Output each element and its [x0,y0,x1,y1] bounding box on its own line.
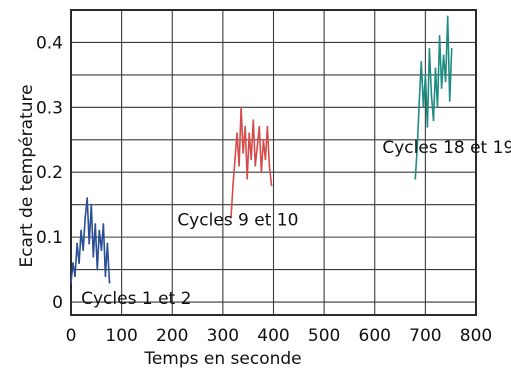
annotation-label: Cycles 9 et 10 [177,210,298,230]
data-point [246,177,249,180]
data-point [108,281,111,284]
x-tick-label: 300 [207,326,239,346]
data-point [74,275,76,277]
data-point [434,67,437,70]
series-line-1 [70,197,111,283]
y-axis-title: Ecart de température [17,84,37,267]
y-tick-label: 0.3 [36,98,63,118]
data-point [436,106,439,109]
data-point [78,262,80,264]
data-point [442,54,445,57]
data-point [424,74,427,76]
data-point [256,145,259,148]
plot-frame [70,9,477,316]
data-point [250,158,253,161]
y-tick-label: 0.4 [36,33,63,53]
data-point [428,48,431,50]
data-point [102,223,105,226]
data-point [268,164,271,167]
x-tick-label: 100 [105,326,137,346]
data-point [416,145,419,148]
data-point [104,275,107,277]
data-point [430,93,433,96]
data-point [266,125,269,128]
data-point [234,158,236,161]
data-series [70,15,453,284]
x-tick-label: 700 [409,326,441,346]
x-axis-title: Temps en seconde [143,349,301,369]
y-tick-label: 0.1 [36,228,63,248]
data-point [236,132,238,135]
data-point [88,242,91,245]
y-tick-labels: 0 0.1 0.2 0.3 0.4 [36,33,63,313]
data-point [96,268,99,271]
data-point [418,100,421,102]
data-point [90,203,93,206]
data-point [426,125,429,128]
data-point [76,242,78,245]
annotation-label: Cycles 18 et 19 [382,138,511,158]
data-point [232,184,234,187]
data-point [264,158,267,161]
data-point [248,132,251,135]
data-point [80,229,82,232]
data-point [238,164,241,167]
x-tick-labels: 0 100 200 300 400 500 600 700 800 [66,326,493,346]
x-tick-label: 200 [156,326,188,346]
data-point [420,61,423,63]
data-point [432,119,435,122]
data-point [258,125,261,128]
data-point [450,48,453,50]
data-point [240,106,243,109]
data-point [244,125,247,128]
data-point [84,216,87,219]
data-point [92,255,95,258]
data-point [242,151,245,154]
data-point [254,164,257,167]
grid-lines [70,9,477,315]
data-point [438,35,441,37]
data-point [252,119,255,122]
annotations: Cycles 1 et 2 Cycles 9 et 10 Cycles 18 et … [81,138,511,309]
data-point [270,184,273,187]
annotation-label: Cycles 1 et 2 [81,289,191,309]
x-tick-label: 500 [308,326,340,346]
data-point [94,223,97,226]
x-tick-label: 800 [460,326,492,346]
data-point [414,177,417,180]
data-point [106,242,109,245]
data-point [448,100,451,102]
data-point [72,262,74,264]
data-point [82,249,85,252]
data-point [260,171,263,174]
data-point [100,249,103,252]
data-point [446,15,449,18]
y-tick-label: 0.2 [36,163,63,183]
data-point [422,106,425,109]
x-tick-label: 400 [257,326,289,346]
y-tick-label: 0 [52,293,63,313]
data-point [86,197,89,200]
x-tick-label: 600 [359,326,391,346]
data-point [230,216,232,219]
data-point [444,80,447,83]
data-point [98,229,101,232]
x-tick-label: 0 [66,326,77,346]
data-point [262,138,265,141]
data-point [70,281,72,284]
data-point [440,87,443,89]
